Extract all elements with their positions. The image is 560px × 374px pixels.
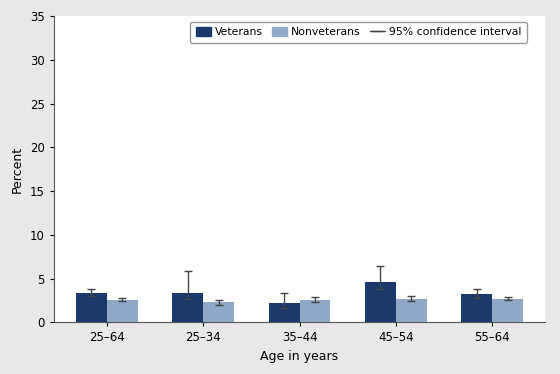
Bar <box>172 294 203 322</box>
Bar <box>107 300 138 322</box>
Bar <box>269 303 300 322</box>
Bar <box>203 302 234 322</box>
Bar <box>461 294 492 322</box>
Bar <box>365 282 396 322</box>
Bar <box>76 292 107 322</box>
Legend: Veterans, Nonveterans, 95% confidence interval: Veterans, Nonveterans, 95% confidence in… <box>190 22 527 43</box>
X-axis label: Age in years: Age in years <box>260 350 339 363</box>
Bar <box>396 299 427 322</box>
Bar <box>300 300 330 322</box>
Bar <box>492 299 523 322</box>
Y-axis label: Percent: Percent <box>11 145 24 193</box>
